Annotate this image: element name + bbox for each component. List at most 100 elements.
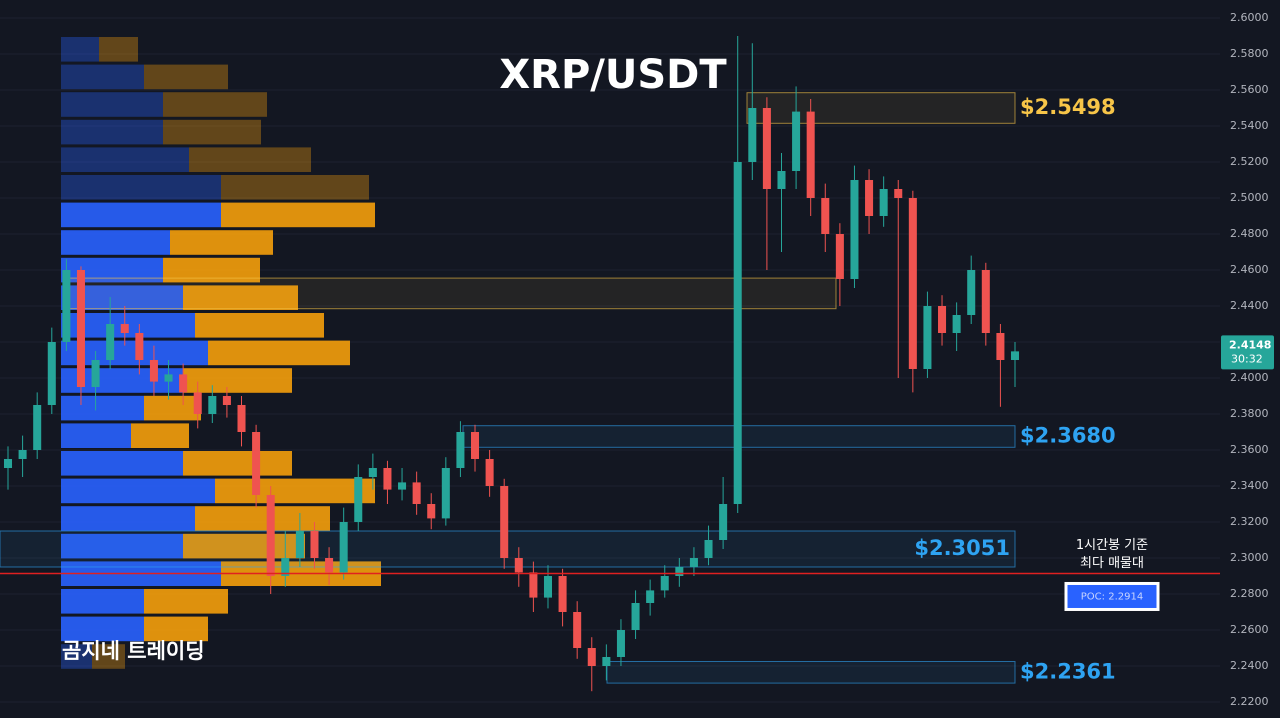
candle-body <box>295 531 304 558</box>
candle-body <box>631 603 640 630</box>
y-tick-label: 2.3200 <box>1230 515 1269 528</box>
candle-body <box>660 576 669 591</box>
candle-body <box>325 558 334 573</box>
candle-body <box>62 270 71 342</box>
candle-body <box>792 111 801 171</box>
watermark: 곰지네 트레이딩 <box>62 639 205 663</box>
volume-profile <box>61 37 381 669</box>
profile-buy <box>61 230 170 255</box>
y-tick-label: 2.2800 <box>1230 587 1269 600</box>
poc-box <box>1064 581 1160 611</box>
candle-body <box>821 198 830 234</box>
last-price-tag <box>1221 335 1274 370</box>
last-price-label: 2.4148 <box>1229 338 1271 351</box>
candle-body <box>573 612 582 648</box>
candle-body <box>543 576 552 598</box>
candle-body <box>252 432 261 495</box>
candle-body <box>1010 351 1020 360</box>
candles <box>3 36 1020 692</box>
candle-body <box>471 432 480 459</box>
candle-body <box>237 405 246 432</box>
zone-label: $2.3680 <box>1020 424 1116 448</box>
candle-body <box>879 189 888 216</box>
candle-body <box>18 450 27 459</box>
candle-body <box>967 270 976 315</box>
candle-body <box>222 396 231 405</box>
zone-label: $2.5498 <box>1020 95 1116 119</box>
profile-sell <box>170 230 273 255</box>
profile-buy <box>61 395 144 421</box>
candle-body <box>339 522 348 573</box>
candle-body <box>193 392 202 414</box>
candle-body <box>500 486 509 558</box>
zone-label: $2.3051 <box>914 536 1010 560</box>
price-zone <box>62 277 837 310</box>
candle-body <box>675 567 684 576</box>
candle-body <box>908 198 917 369</box>
candle-body <box>149 360 158 382</box>
candle-body <box>981 270 990 333</box>
y-tick-label: 2.5800 <box>1230 47 1269 60</box>
profile-sell <box>92 644 125 669</box>
y-tick-label: 2.5000 <box>1230 191 1269 204</box>
poc-note: 최다 매물대 <box>1080 556 1144 571</box>
profile-sell <box>208 340 350 366</box>
candle-body <box>806 111 815 198</box>
y-tick-label: 2.6000 <box>1230 11 1269 24</box>
candle-body <box>646 590 655 603</box>
profile-buy <box>61 64 144 90</box>
candle-body <box>938 306 947 333</box>
profile-sell <box>221 175 369 200</box>
candle-body <box>427 504 436 519</box>
candle-body <box>777 171 786 189</box>
candle-body <box>529 572 538 598</box>
candle-body <box>689 558 698 567</box>
profile-buy <box>61 119 163 145</box>
y-tick-label: 2.3400 <box>1230 479 1269 492</box>
candle-body <box>412 482 421 504</box>
profile-sell <box>183 368 292 393</box>
profile-buy <box>61 478 215 504</box>
profile-sell <box>131 423 189 448</box>
candle-body <box>76 270 85 387</box>
poc-label: POC: 2.2914 <box>1081 591 1143 602</box>
candle-body <box>587 648 596 666</box>
candle-body <box>616 630 625 657</box>
profile-buy <box>61 589 144 614</box>
profile-sell <box>99 37 138 62</box>
profile-buy <box>61 533 183 559</box>
candle-body <box>179 374 188 393</box>
y-tick-label: 2.3600 <box>1230 443 1269 456</box>
profile-sell <box>144 64 228 90</box>
candle-body <box>120 324 129 333</box>
poc-note: 1시간봉 기준 <box>1076 538 1148 553</box>
y-tick-label: 2.4000 <box>1230 371 1269 384</box>
candle-body <box>266 495 275 576</box>
candle-body <box>106 324 115 360</box>
candle-body <box>733 162 742 504</box>
candle-body <box>748 108 757 162</box>
y-tick-label: 2.3800 <box>1230 407 1269 420</box>
y-tick-label: 2.4800 <box>1230 227 1269 240</box>
profile-buy <box>61 92 163 117</box>
profile-buy <box>61 202 221 228</box>
profile-buy <box>61 451 183 476</box>
y-tick-label: 2.3000 <box>1230 551 1269 564</box>
profile-buy <box>61 423 131 448</box>
candle-body <box>894 189 903 198</box>
profile-sell <box>163 92 267 117</box>
candle-body <box>952 315 961 333</box>
candle-body <box>865 180 874 216</box>
profile-sell <box>144 589 228 614</box>
candle-body <box>354 477 363 522</box>
candle-body <box>3 459 13 468</box>
y-tick-label: 2.2400 <box>1230 659 1269 672</box>
candle-body <box>704 540 713 558</box>
candle-body <box>135 333 144 360</box>
candle-body <box>456 432 465 468</box>
y-tick-label: 2.5200 <box>1230 155 1269 168</box>
profile-sell <box>144 616 208 642</box>
